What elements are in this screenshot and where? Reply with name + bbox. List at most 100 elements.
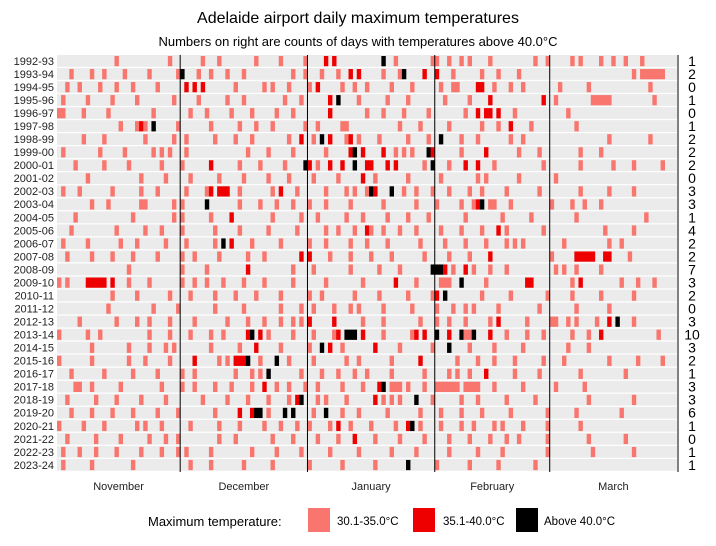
hot-day-cell <box>274 381 280 392</box>
hot-day-cell <box>93 446 99 458</box>
hot-day-cell <box>401 108 407 119</box>
hot-day-cell <box>360 277 366 288</box>
hot-day-cell <box>327 134 333 145</box>
hot-day-cell <box>516 147 522 158</box>
hot-day-cell <box>541 95 546 106</box>
hot-day-cell <box>110 186 115 197</box>
hot-day-cell <box>504 225 509 236</box>
legend-label-band3: Above 40.0°C <box>544 516 615 528</box>
hot-day-cell <box>360 173 366 184</box>
hot-day-cell <box>299 134 304 145</box>
row-background <box>57 432 677 445</box>
row-background <box>57 55 677 67</box>
count-label: 0 <box>688 431 696 447</box>
hot-day-cell <box>344 394 349 406</box>
hot-day-cell <box>204 264 210 275</box>
y-tick-label: 2003-04 <box>14 199 54 211</box>
hot-day-cell <box>397 225 403 236</box>
hot-day-cell <box>414 225 419 236</box>
hot-day-cell <box>410 420 415 432</box>
hot-day-cell <box>282 160 288 171</box>
hot-day-cell <box>254 56 259 67</box>
hot-day-cell <box>249 134 255 145</box>
hot-day-cell <box>479 69 485 80</box>
row-background <box>57 263 677 276</box>
hot-day-cell <box>590 251 596 262</box>
hot-day-cell <box>434 459 440 471</box>
plot-area <box>57 55 677 471</box>
hot-day-cell <box>319 290 325 301</box>
hot-day-cell <box>397 433 403 445</box>
hot-day-cell <box>204 199 210 210</box>
hot-day-cell <box>167 147 173 158</box>
hot-day-cell <box>299 316 304 327</box>
hot-day-cell <box>213 303 218 314</box>
hot-day-cell <box>213 407 218 419</box>
hot-day-cell <box>344 186 349 197</box>
hot-day-cell <box>520 82 526 93</box>
hot-day-cell <box>258 368 263 379</box>
hot-day-cell <box>549 251 555 262</box>
hot-day-cell <box>291 69 296 80</box>
hot-day-cell <box>307 199 312 210</box>
hot-day-cell <box>69 69 74 80</box>
hot-day-cell <box>635 277 641 288</box>
hot-day-cell <box>381 69 386 80</box>
hot-day-cell <box>61 186 66 197</box>
hot-day-cell <box>192 368 197 379</box>
hot-day-cell <box>89 342 95 353</box>
hot-day-cell <box>130 212 136 223</box>
hot-day-cell <box>422 69 427 80</box>
hot-day-cell <box>574 251 579 262</box>
y-tick-label: 2011-12 <box>14 303 54 315</box>
hot-day-cell <box>98 147 103 158</box>
hot-day-cell <box>266 394 271 406</box>
hot-day-cell <box>426 212 431 223</box>
hot-day-cell <box>607 238 612 249</box>
hot-day-cell <box>442 290 448 301</box>
hot-day-cell <box>188 329 193 340</box>
hot-day-cell <box>582 199 587 210</box>
hot-day-cell <box>406 381 411 392</box>
count-label: 10 <box>684 327 700 343</box>
hot-day-cell <box>442 381 448 392</box>
hot-day-cell <box>336 420 341 432</box>
hot-day-cell <box>574 212 579 223</box>
hot-day-cell <box>85 329 91 340</box>
hot-day-cell <box>336 95 341 106</box>
hot-day-cell <box>381 394 386 406</box>
hot-day-cell <box>475 394 481 406</box>
hot-day-cell <box>652 277 657 288</box>
hot-day-cell <box>208 446 214 458</box>
hot-day-cell <box>348 69 353 80</box>
hot-day-cell <box>352 160 358 171</box>
hot-day-cell <box>586 82 592 93</box>
hot-day-cell <box>652 95 657 106</box>
hot-day-cell <box>442 95 448 106</box>
hot-day-cell <box>348 264 353 275</box>
y-tick-label: 1992-93 <box>14 56 54 68</box>
hot-day-cell <box>307 238 312 249</box>
count-label: 1 <box>688 118 696 134</box>
hot-day-cell <box>270 186 275 197</box>
hot-day-cell <box>57 355 62 366</box>
hot-day-cell <box>459 407 464 419</box>
hot-day-cell <box>319 134 325 145</box>
hot-day-cell <box>537 368 542 379</box>
hot-day-cell <box>208 121 214 132</box>
hot-day-cell <box>648 69 653 80</box>
hot-day-cell <box>323 407 329 419</box>
hot-day-cell <box>340 82 345 93</box>
hot-day-cell <box>139 121 144 132</box>
hot-day-cell <box>81 134 87 145</box>
hot-day-cell <box>500 212 505 223</box>
hot-day-cell <box>562 238 567 249</box>
hot-day-cell <box>385 160 390 171</box>
hot-day-cell <box>504 264 509 275</box>
hot-day-cell <box>475 355 481 366</box>
hot-day-cell <box>381 316 386 327</box>
hot-day-cell <box>278 56 284 67</box>
hot-day-cell <box>213 225 218 236</box>
hot-day-cell <box>607 251 612 262</box>
count-label: 3 <box>688 314 696 330</box>
